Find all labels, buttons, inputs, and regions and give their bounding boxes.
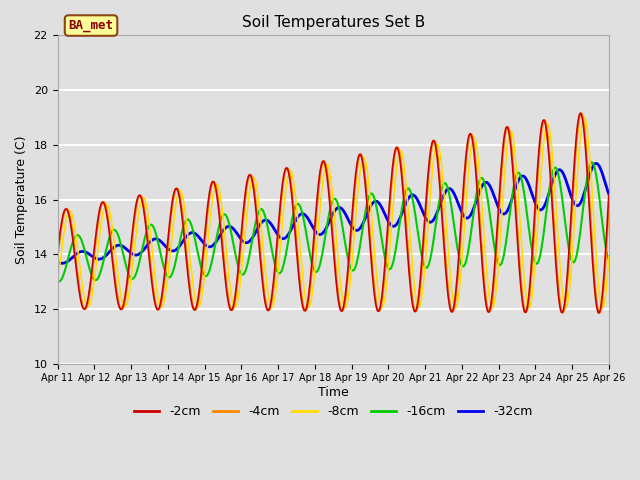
Line: -4cm: -4cm	[58, 113, 609, 313]
-32cm	[326, 218, 333, 224]
Title: Soil Temperatures Set B: Soil Temperatures Set B	[241, 15, 425, 30]
-8cm	[198, 291, 206, 297]
-4cm	[554, 281, 562, 287]
Text: BA_met: BA_met	[68, 19, 113, 32]
-4cm	[433, 144, 440, 149]
-32cm	[592, 161, 600, 167]
-32cm	[605, 191, 612, 197]
Y-axis label: Soil Temperature (C): Soil Temperature (C)	[15, 135, 28, 264]
-2cm	[577, 110, 584, 116]
-16cm	[326, 210, 333, 216]
-2cm	[595, 310, 603, 316]
-8cm	[378, 304, 386, 310]
-32cm	[379, 207, 387, 213]
-8cm	[605, 254, 612, 260]
-8cm	[175, 190, 182, 195]
Line: -32cm: -32cm	[58, 164, 609, 264]
-16cm	[54, 278, 61, 284]
-8cm	[580, 115, 588, 120]
-8cm	[599, 305, 607, 311]
Legend: -2cm, -4cm, -8cm, -16cm, -32cm: -2cm, -4cm, -8cm, -16cm, -32cm	[129, 400, 538, 423]
-2cm	[175, 190, 182, 196]
-16cm	[175, 241, 183, 247]
-16cm	[55, 279, 63, 285]
Line: -8cm: -8cm	[58, 118, 609, 308]
-16cm	[433, 211, 441, 216]
-4cm	[198, 268, 206, 274]
-2cm	[605, 192, 612, 198]
-4cm	[605, 207, 612, 213]
-32cm	[58, 261, 66, 266]
-16cm	[556, 175, 563, 180]
-4cm	[54, 257, 61, 263]
-2cm	[54, 250, 61, 255]
-2cm	[433, 149, 440, 155]
-16cm	[199, 270, 207, 276]
-4cm	[596, 310, 604, 316]
-2cm	[198, 259, 206, 265]
-8cm	[433, 142, 440, 147]
-32cm	[175, 243, 183, 249]
-4cm	[324, 179, 332, 185]
-8cm	[324, 164, 332, 169]
-8cm	[54, 279, 61, 285]
Line: -16cm: -16cm	[58, 162, 609, 282]
-32cm	[433, 209, 441, 215]
-2cm	[324, 188, 332, 193]
-4cm	[175, 187, 182, 193]
-4cm	[577, 110, 585, 116]
-32cm	[556, 167, 563, 173]
-2cm	[378, 291, 386, 297]
X-axis label: Time: Time	[318, 386, 349, 399]
-16cm	[605, 257, 612, 263]
-8cm	[554, 238, 562, 244]
-4cm	[378, 298, 386, 303]
-16cm	[379, 244, 387, 250]
-32cm	[199, 240, 207, 245]
-16cm	[588, 159, 596, 165]
Line: -2cm: -2cm	[58, 113, 609, 313]
-2cm	[554, 291, 562, 297]
-32cm	[54, 259, 61, 265]
